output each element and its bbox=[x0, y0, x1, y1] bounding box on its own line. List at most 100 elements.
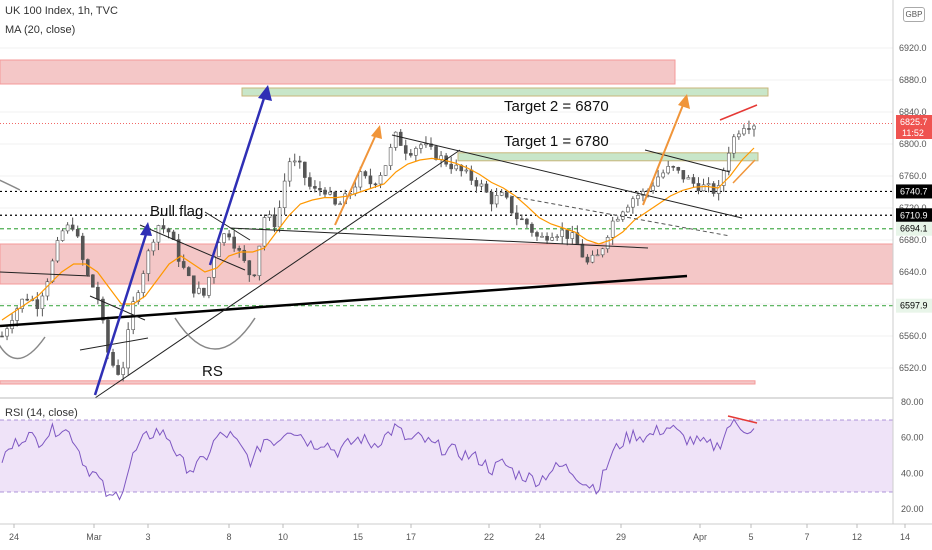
price-tick: 6840.0 bbox=[899, 107, 927, 117]
level-tag: 6597.9 bbox=[900, 301, 928, 311]
price-panel[interactable]: Bull flag RS Target 1 = 6780 Target 2 = … bbox=[0, 47, 894, 399]
zones bbox=[0, 59, 894, 385]
candle-body bbox=[96, 286, 100, 300]
candle-body bbox=[45, 281, 50, 297]
orange-arrow-2-head bbox=[678, 94, 690, 109]
flag-line-d bbox=[79, 337, 149, 351]
candle-body bbox=[166, 228, 171, 233]
rsi-tick: 20.00 bbox=[901, 504, 924, 514]
candle-body bbox=[600, 248, 605, 256]
candle-body bbox=[560, 229, 565, 237]
candle-body bbox=[373, 183, 378, 186]
support-trendline bbox=[0, 274, 688, 328]
candle-body bbox=[489, 191, 494, 205]
candle-body bbox=[615, 218, 620, 222]
currency-button[interactable]: GBP bbox=[903, 7, 925, 22]
candle-body bbox=[15, 308, 19, 321]
price-tick: 6640.0 bbox=[899, 267, 927, 277]
candle-body bbox=[292, 160, 297, 163]
candle-body bbox=[20, 298, 24, 310]
time-axis[interactable]: 24 Mar 3 8 10 15 17 22 24 29 Apr 5 7 12 14 bbox=[9, 524, 910, 542]
candle-body bbox=[732, 136, 736, 154]
candle-body bbox=[434, 146, 438, 160]
divergence-rsi bbox=[727, 415, 758, 424]
candle-body bbox=[716, 185, 721, 194]
candle-body bbox=[80, 235, 85, 260]
candle-body bbox=[363, 171, 368, 177]
candle-body bbox=[60, 230, 65, 241]
candle-body bbox=[247, 260, 252, 276]
blue-arrow-2 bbox=[208, 94, 267, 266]
candle-body bbox=[323, 189, 327, 195]
blue-arrow-1 bbox=[93, 227, 150, 396]
candle-body bbox=[282, 180, 287, 208]
rsi-axis[interactable]: 80.00 60.00 40.00 20.00 bbox=[901, 397, 924, 514]
candle-body bbox=[590, 254, 595, 263]
candle-body bbox=[636, 195, 640, 200]
rsi-panel[interactable] bbox=[0, 415, 893, 501]
last-price-tag: 6825.7 11:52 bbox=[896, 115, 932, 139]
time-tick: 24 bbox=[535, 532, 545, 542]
candle-body bbox=[706, 183, 711, 186]
target1-zone bbox=[457, 152, 759, 162]
candle-body bbox=[101, 298, 105, 321]
rsi-line bbox=[1, 418, 755, 501]
candle-body bbox=[55, 240, 60, 262]
rsi-tick: 40.00 bbox=[901, 468, 924, 478]
candle-body bbox=[540, 235, 544, 238]
target2-label: Target 2 = 6870 bbox=[504, 98, 609, 115]
rs-arc-top bbox=[0, 179, 21, 191]
time-tick: 17 bbox=[406, 532, 416, 542]
candle-body bbox=[151, 241, 156, 252]
candle-body bbox=[676, 167, 681, 171]
candle-body bbox=[40, 295, 45, 310]
candle-body bbox=[287, 161, 292, 182]
candle-body bbox=[277, 207, 282, 228]
candle-body bbox=[176, 239, 181, 262]
candle-body bbox=[752, 125, 756, 130]
rs-arc-right bbox=[174, 317, 256, 350]
candle-body bbox=[222, 233, 226, 243]
candle-body bbox=[454, 164, 459, 170]
candle-body bbox=[691, 177, 696, 184]
time-tick: 8 bbox=[226, 532, 231, 542]
candle-body bbox=[161, 225, 166, 230]
orange-arrow-2 bbox=[642, 99, 686, 206]
price-axis[interactable]: 6920.0 6880.0 6840.0 6800.0 6760.0 6720.0 6680… bbox=[899, 43, 927, 373]
price-tick: 6920.0 bbox=[899, 43, 927, 53]
time-tick: 22 bbox=[484, 532, 494, 542]
candle-body bbox=[25, 298, 30, 301]
candle-body bbox=[393, 131, 398, 148]
candle-body bbox=[631, 198, 635, 208]
channel-lower bbox=[229, 227, 649, 249]
candle-body bbox=[217, 242, 221, 257]
candle-body bbox=[116, 365, 120, 375]
flag-line-a bbox=[0, 271, 91, 277]
last-price-countdown: 11:52 bbox=[902, 128, 924, 138]
candle-body bbox=[726, 152, 731, 172]
candle-body bbox=[701, 184, 706, 192]
candle-body bbox=[272, 214, 277, 228]
candle-body bbox=[181, 261, 186, 268]
time-tick: 14 bbox=[900, 532, 910, 542]
candle-body bbox=[464, 169, 469, 172]
candle-body bbox=[338, 203, 342, 206]
candle-body bbox=[318, 188, 322, 191]
candle-body bbox=[610, 220, 615, 238]
time-tick: 5 bbox=[748, 532, 753, 542]
candle-body bbox=[479, 183, 484, 187]
flag-line-c bbox=[89, 295, 146, 321]
target1-label: Target 1 = 6780 bbox=[504, 133, 609, 150]
candle-body bbox=[257, 245, 262, 276]
blue-arrow-2-head bbox=[258, 85, 272, 101]
time-tick: 29 bbox=[616, 532, 626, 542]
candle-body bbox=[545, 235, 549, 241]
candle-body bbox=[197, 287, 201, 294]
candle-body bbox=[514, 212, 519, 220]
orange-arrow-1-head bbox=[371, 125, 382, 139]
candle-body bbox=[111, 352, 115, 366]
rsi-tick: 60.00 bbox=[901, 433, 924, 443]
candle-body bbox=[403, 145, 408, 154]
rs-label: RS bbox=[202, 363, 223, 380]
